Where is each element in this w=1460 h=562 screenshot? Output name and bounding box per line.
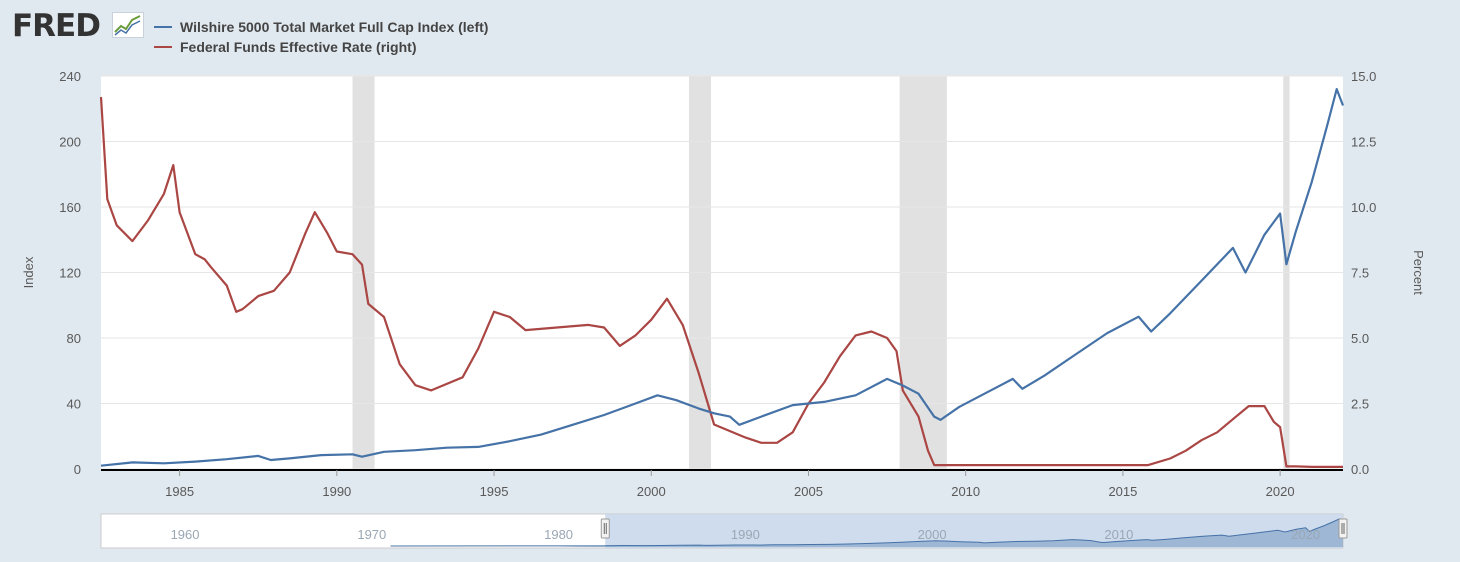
x-tick-label: 1995 — [480, 484, 509, 499]
x-tick-label: 1985 — [165, 484, 194, 499]
y-right-tick-label: 15.0 — [1351, 69, 1376, 84]
y-left-tick-label: 0 — [74, 462, 81, 477]
navigator-handle-left-body[interactable] — [600, 518, 610, 539]
y-left-tick-label: 80 — [67, 331, 81, 346]
legend-item-fedfunds[interactable]: Federal Funds Effective Rate (right) — [154, 37, 488, 57]
x-tick-label: 2010 — [951, 484, 980, 499]
x-tick-label: 2020 — [1266, 484, 1295, 499]
y-right-tick-label: 10.0 — [1351, 200, 1376, 215]
navigator-tick-label: 1960 — [171, 527, 200, 542]
fred-header: FRED Wilshire 5000 Total Market Full Cap… — [0, 0, 1460, 60]
y-left-tick-label: 200 — [59, 135, 81, 150]
navigator-tick-label: 1990 — [731, 527, 760, 542]
navigator-handle-right[interactable] — [1338, 518, 1348, 539]
navigator-handle-right-body[interactable] — [1338, 518, 1348, 539]
y-right-tick-label: 7.5 — [1351, 266, 1369, 281]
legend-swatch-wilshire — [154, 26, 172, 28]
legend-swatch-fedfunds — [154, 46, 172, 48]
legend-item-wilshire[interactable]: Wilshire 5000 Total Market Full Cap Inde… — [154, 17, 488, 37]
y-right-tick-label: 5.0 — [1351, 331, 1369, 346]
x-tick-label: 2005 — [794, 484, 823, 499]
y-left-tick-label: 240 — [59, 69, 81, 84]
series-line-wilshire[interactable] — [100, 88, 1345, 467]
legend-label-wilshire: Wilshire 5000 Total Market Full Cap Inde… — [180, 19, 489, 35]
navigator-tick-label: 1980 — [544, 527, 573, 542]
y-right-tick-label: 12.5 — [1351, 135, 1376, 150]
legend-label-fedfunds: Federal Funds Effective Rate (right) — [180, 39, 417, 55]
legend: Wilshire 5000 Total Market Full Cap Inde… — [154, 17, 488, 57]
y-right-axis-title: Percent — [1411, 250, 1426, 295]
fred-graph-icon — [112, 12, 144, 38]
fred-logo[interactable]: FRED — [12, 8, 101, 44]
series-line-fedfunds[interactable] — [99, 96, 1343, 468]
x-tick-label: 2015 — [1108, 484, 1137, 499]
main-chart[interactable]: 0 40 80 120 160 200 240 0.0 2.5 5.0 7.5 10.0 12.5 15.… — [0, 0, 1460, 510]
navigator-tick-label: 2010 — [1104, 527, 1133, 542]
y-right-tick-label: 0.0 — [1351, 462, 1369, 477]
navigator-tick-label: 2000 — [918, 527, 947, 542]
navigator-handle-left[interactable] — [600, 518, 610, 539]
navigator-tick-label: 1970 — [357, 527, 386, 542]
navigator-series-line — [390, 518, 1344, 547]
y-right-tick-label: 2.5 — [1351, 397, 1369, 412]
y-left-tick-label: 160 — [59, 200, 81, 215]
x-tick-label: 1990 — [322, 484, 351, 499]
x-tick-label: 2000 — [637, 484, 666, 499]
y-left-tick-label: 120 — [59, 266, 81, 281]
y-left-axis-title: Index — [21, 256, 36, 288]
y-left-tick-label: 40 — [67, 397, 81, 412]
navigator-tick-label: 2020 — [1291, 527, 1320, 542]
